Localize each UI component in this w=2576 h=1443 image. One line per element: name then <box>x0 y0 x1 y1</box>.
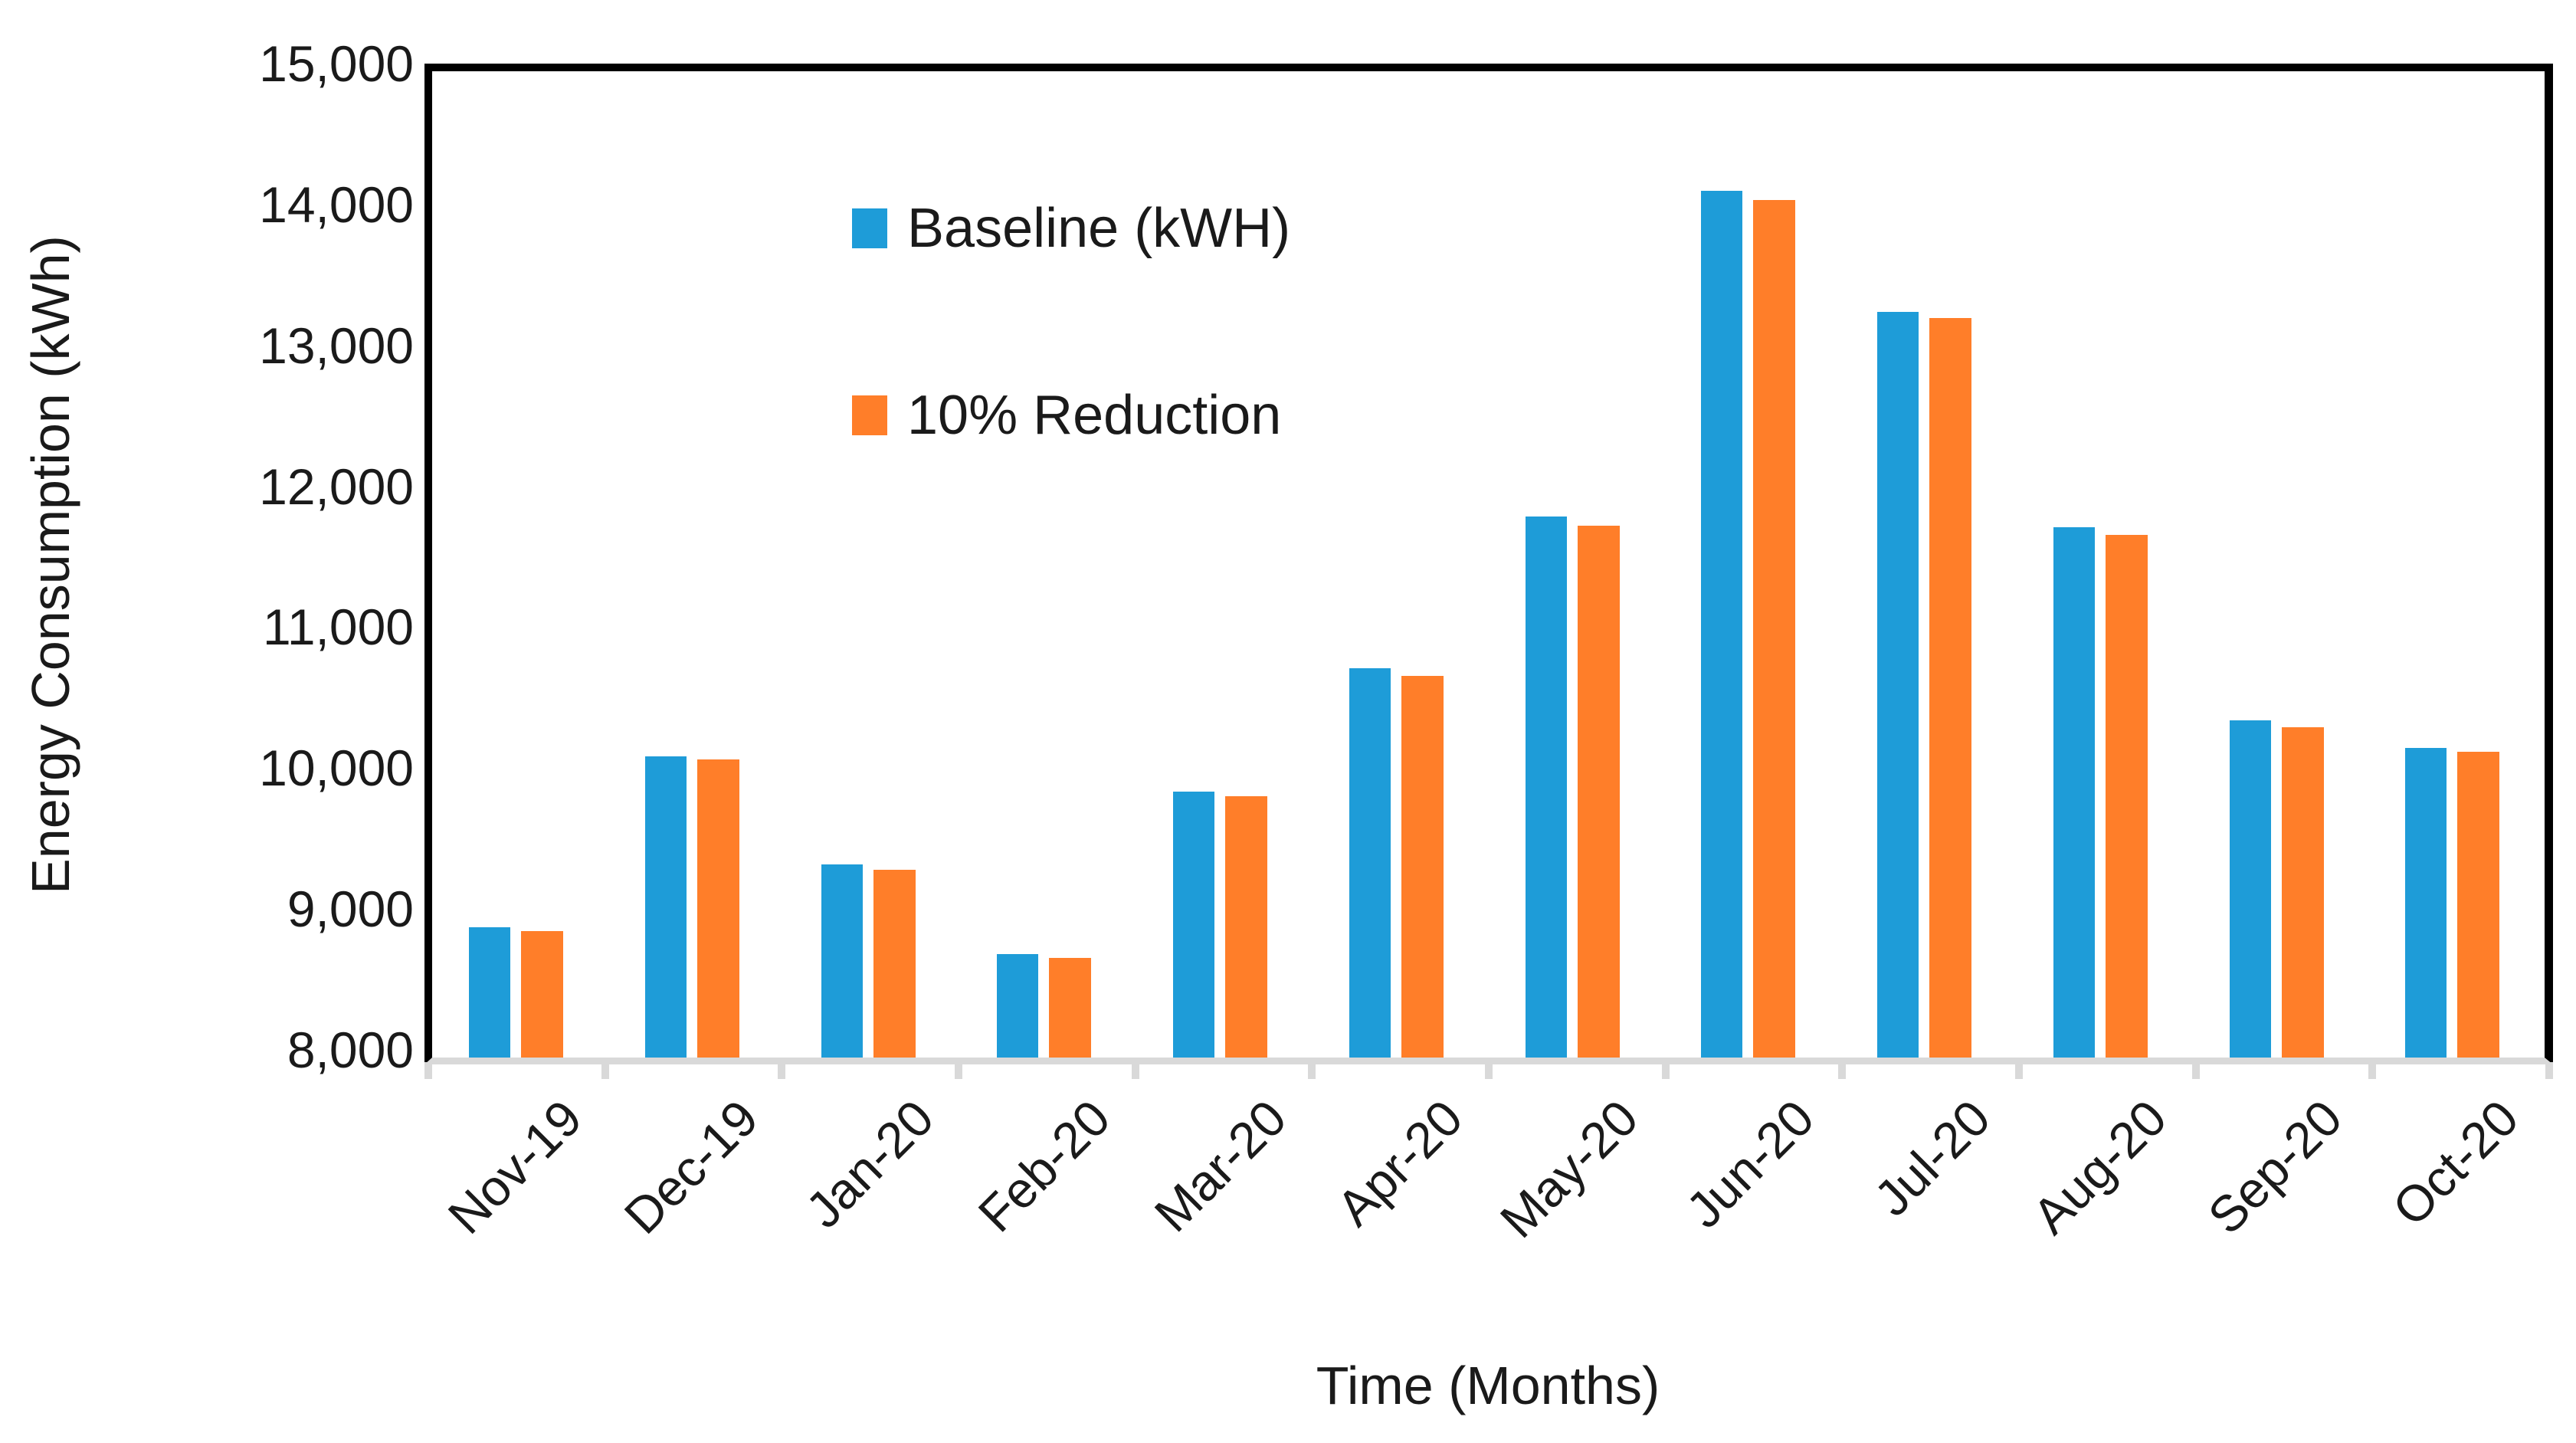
y-tick-label: 14,000 <box>259 175 414 233</box>
bar-reduction-Aug-20 <box>2106 535 2148 1058</box>
baseline-series-swatch-icon <box>852 208 887 248</box>
bar-reduction-Oct-20 <box>2457 752 2499 1058</box>
x-axis-tick-mark <box>955 1062 962 1079</box>
bar-reduction-Feb-20 <box>1049 958 1091 1058</box>
x-axis-title: Time (Months) <box>1316 1356 1660 1415</box>
y-axis-title: Energy Consumption (kWh) <box>21 235 80 894</box>
bar-baseline-Mar-20 <box>1173 792 1214 1058</box>
bar-reduction-Jun-20 <box>1753 200 1795 1058</box>
bar-baseline-Nov-19 <box>469 927 510 1058</box>
x-tick-label-Nov-19: Nov-19 <box>437 1089 593 1245</box>
bar-baseline-May-20 <box>1526 517 1567 1058</box>
x-tick-label-Feb-20: Feb-20 <box>967 1089 1121 1243</box>
x-tick-label-Jun-20: Jun-20 <box>1675 1089 1825 1239</box>
bar-baseline-Feb-20 <box>997 954 1038 1058</box>
x-axis-tick-mark <box>601 1062 609 1079</box>
bar-reduction-Dec-19 <box>697 759 739 1058</box>
bar-reduction-Sep-20 <box>2282 727 2324 1058</box>
y-tick-label: 12,000 <box>259 457 414 515</box>
bars-layer <box>432 71 2545 1058</box>
x-axis-tick-mark <box>2368 1062 2376 1079</box>
legend-label-baseline: Baseline (kWH) <box>907 198 1291 259</box>
y-tick-label: 8,000 <box>287 1022 414 1078</box>
x-axis-tick-mark <box>1662 1062 1670 1079</box>
x-axis-tick-mark <box>424 1062 432 1079</box>
x-axis-tick-mark <box>1485 1062 1493 1079</box>
x-axis-tick-mark <box>2545 1062 2553 1079</box>
x-axis-tick-mark <box>1132 1062 1139 1079</box>
x-tick-label-Dec-19: Dec-19 <box>613 1089 769 1245</box>
bar-reduction-Apr-20 <box>1401 676 1444 1058</box>
x-tick-label-Oct-20: Oct-20 <box>2381 1089 2529 1237</box>
reduction-series-swatch-icon <box>852 395 887 435</box>
plot-area: Baseline (kWH) 10% Reduction <box>424 64 2553 1064</box>
legend-item-baseline: Baseline (kWH) <box>852 201 1290 256</box>
bar-reduction-May-20 <box>1578 526 1620 1058</box>
bar-reduction-Nov-19 <box>521 931 563 1058</box>
x-tick-label-May-20: May-20 <box>1489 1089 1649 1249</box>
x-tick-label-Jul-20: Jul-20 <box>1863 1089 2001 1227</box>
bar-baseline-Jan-20 <box>821 864 863 1058</box>
x-tick-label-Aug-20: Aug-20 <box>2021 1089 2178 1245</box>
y-tick-label: 9,000 <box>287 881 414 938</box>
bar-baseline-Apr-20 <box>1349 668 1391 1058</box>
x-axis-tick-mark <box>1308 1062 1316 1079</box>
y-tick-label: 13,000 <box>259 316 414 374</box>
x-tick-label-Apr-20: Apr-20 <box>1326 1089 1473 1237</box>
y-tick-label: 11,000 <box>263 599 414 656</box>
x-axis-tick-mark <box>778 1062 785 1079</box>
legend-item-reduction: 10% Reduction <box>852 388 1290 443</box>
bar-reduction-Mar-20 <box>1225 796 1267 1058</box>
bar-baseline-Aug-20 <box>2053 527 2095 1058</box>
bar-reduction-Jul-20 <box>1929 318 1971 1058</box>
x-axis-tick-mark <box>1838 1062 1846 1079</box>
bar-baseline-Oct-20 <box>2405 748 2447 1058</box>
bar-baseline-Jul-20 <box>1877 312 1919 1058</box>
y-tick-label: 15,000 <box>259 35 414 92</box>
bar-reduction-Jan-20 <box>873 870 916 1058</box>
legend: Baseline (kWH) 10% Reduction <box>852 201 1290 443</box>
y-tick-label: 10,000 <box>259 740 414 797</box>
x-tick-label-Sep-20: Sep-20 <box>2197 1089 2353 1245</box>
x-tick-label-Jan-20: Jan-20 <box>795 1089 945 1239</box>
bar-baseline-Sep-20 <box>2230 720 2271 1058</box>
bar-baseline-Jun-20 <box>1701 191 1742 1058</box>
x-axis-tick-mark <box>2192 1062 2200 1079</box>
x-tick-label-Mar-20: Mar-20 <box>1143 1089 1297 1243</box>
bar-baseline-Dec-19 <box>645 756 687 1058</box>
x-axis-tick-mark <box>2015 1062 2023 1079</box>
legend-label-reduction: 10% Reduction <box>907 385 1282 446</box>
